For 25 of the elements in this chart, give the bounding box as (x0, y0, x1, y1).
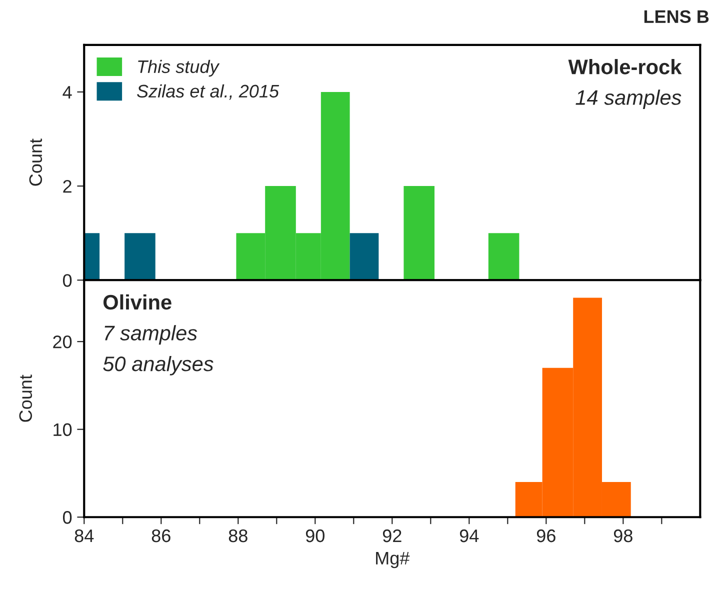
x-tick-label: 88 (228, 529, 248, 542)
chart-title: LENS B (644, 10, 709, 24)
x-tick-label: 90 (306, 529, 324, 542)
annotation: Olivine (103, 294, 172, 310)
annotation: 7 samples (104, 325, 198, 345)
y-tick-label: 0 (62, 274, 72, 287)
y-tick-label: 0 (62, 511, 72, 524)
y-tick-label: 10 (54, 423, 72, 436)
annotation: Whole-rock (568, 59, 682, 74)
y-tick-label: 2 (63, 180, 72, 193)
x-tick-label: 84 (74, 529, 94, 542)
legend-label: Szilas et al., 2015 (137, 84, 280, 100)
y-tick-label: 20 (53, 336, 72, 348)
legend-label: This study (138, 60, 220, 77)
x-tick-label: 94 (460, 529, 479, 542)
x-tick-label: 98 (614, 529, 632, 542)
y-axis-title: Count (19, 374, 32, 422)
x-axis-title: Mg# (376, 552, 410, 568)
annotation: 14 samples (576, 90, 682, 110)
y-axis-title: Count (29, 138, 42, 186)
x-tick-label: 96 (536, 529, 556, 542)
x-tick-label: 92 (382, 529, 402, 542)
x-tick-label: 86 (152, 529, 170, 542)
annotation: 50 analyses (103, 356, 214, 376)
y-tick-label: 4 (62, 86, 72, 98)
